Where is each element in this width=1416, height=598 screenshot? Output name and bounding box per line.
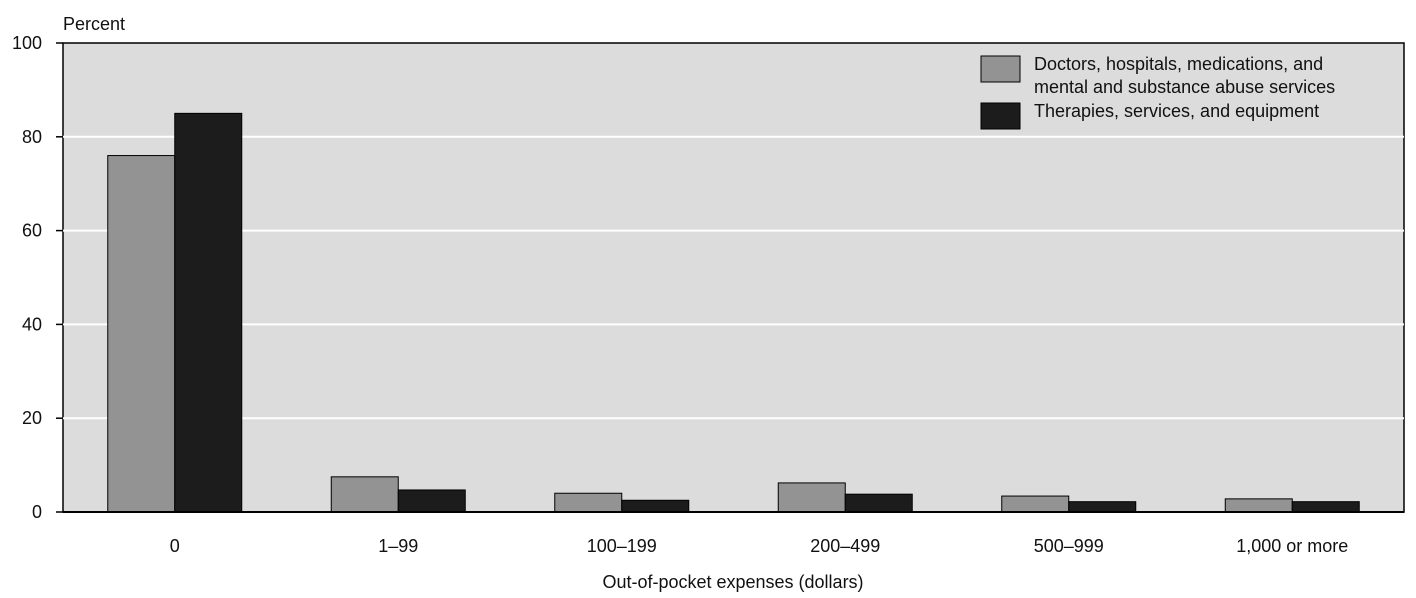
bar-series-2 xyxy=(621,499,690,513)
y-axis-label: Percent xyxy=(63,14,125,34)
bar-series-1 xyxy=(1224,498,1293,513)
bar-series-2 xyxy=(174,112,243,513)
bar-series-2 xyxy=(1291,501,1360,513)
x-tick-label: 200–499 xyxy=(810,536,880,556)
bar-series-2 xyxy=(844,493,913,513)
gridlines xyxy=(63,135,1404,420)
legend-swatch-2 xyxy=(980,102,1021,130)
bar-series-2 xyxy=(1068,501,1137,513)
bar-series-1 xyxy=(777,482,846,513)
y-tick-label: 40 xyxy=(22,314,42,334)
x-tick-label: 100–199 xyxy=(587,536,657,556)
y-tick-label: 100 xyxy=(12,33,42,53)
bar-series-1 xyxy=(1001,495,1070,513)
y-tick-label: 20 xyxy=(22,408,42,428)
x-axis-ticks: 0 1–99 100–199 200–499 500–999 1,000 or more xyxy=(170,536,1349,556)
bar-series-1 xyxy=(330,476,399,513)
plot-area xyxy=(62,42,1405,513)
legend-label: mental and substance abuse services xyxy=(1034,77,1335,97)
y-tick-label: 60 xyxy=(22,221,42,241)
x-tick-label: 500–999 xyxy=(1034,536,1104,556)
legend-label: Therapies, services, and equipment xyxy=(1034,101,1319,121)
bar-series-1 xyxy=(554,492,623,513)
x-tick-label: 1,000 or more xyxy=(1236,536,1348,556)
legend-label: Doctors, hospitals, medications, and xyxy=(1034,54,1323,74)
x-tick-label: 1–99 xyxy=(378,536,418,556)
bar-series-1 xyxy=(107,155,176,513)
x-tick-label: 0 xyxy=(170,536,180,556)
y-axis-ticks: 0 20 40 60 80 100 xyxy=(12,33,63,522)
bar-series-2 xyxy=(397,489,466,513)
legend: Doctors, hospitals, medications, and ment… xyxy=(980,54,1335,130)
legend-swatch-1 xyxy=(980,55,1021,83)
y-tick-label: 80 xyxy=(22,127,42,147)
y-tick-label: 0 xyxy=(32,502,42,522)
x-axis-label: Out-of-pocket expenses (dollars) xyxy=(602,572,863,592)
